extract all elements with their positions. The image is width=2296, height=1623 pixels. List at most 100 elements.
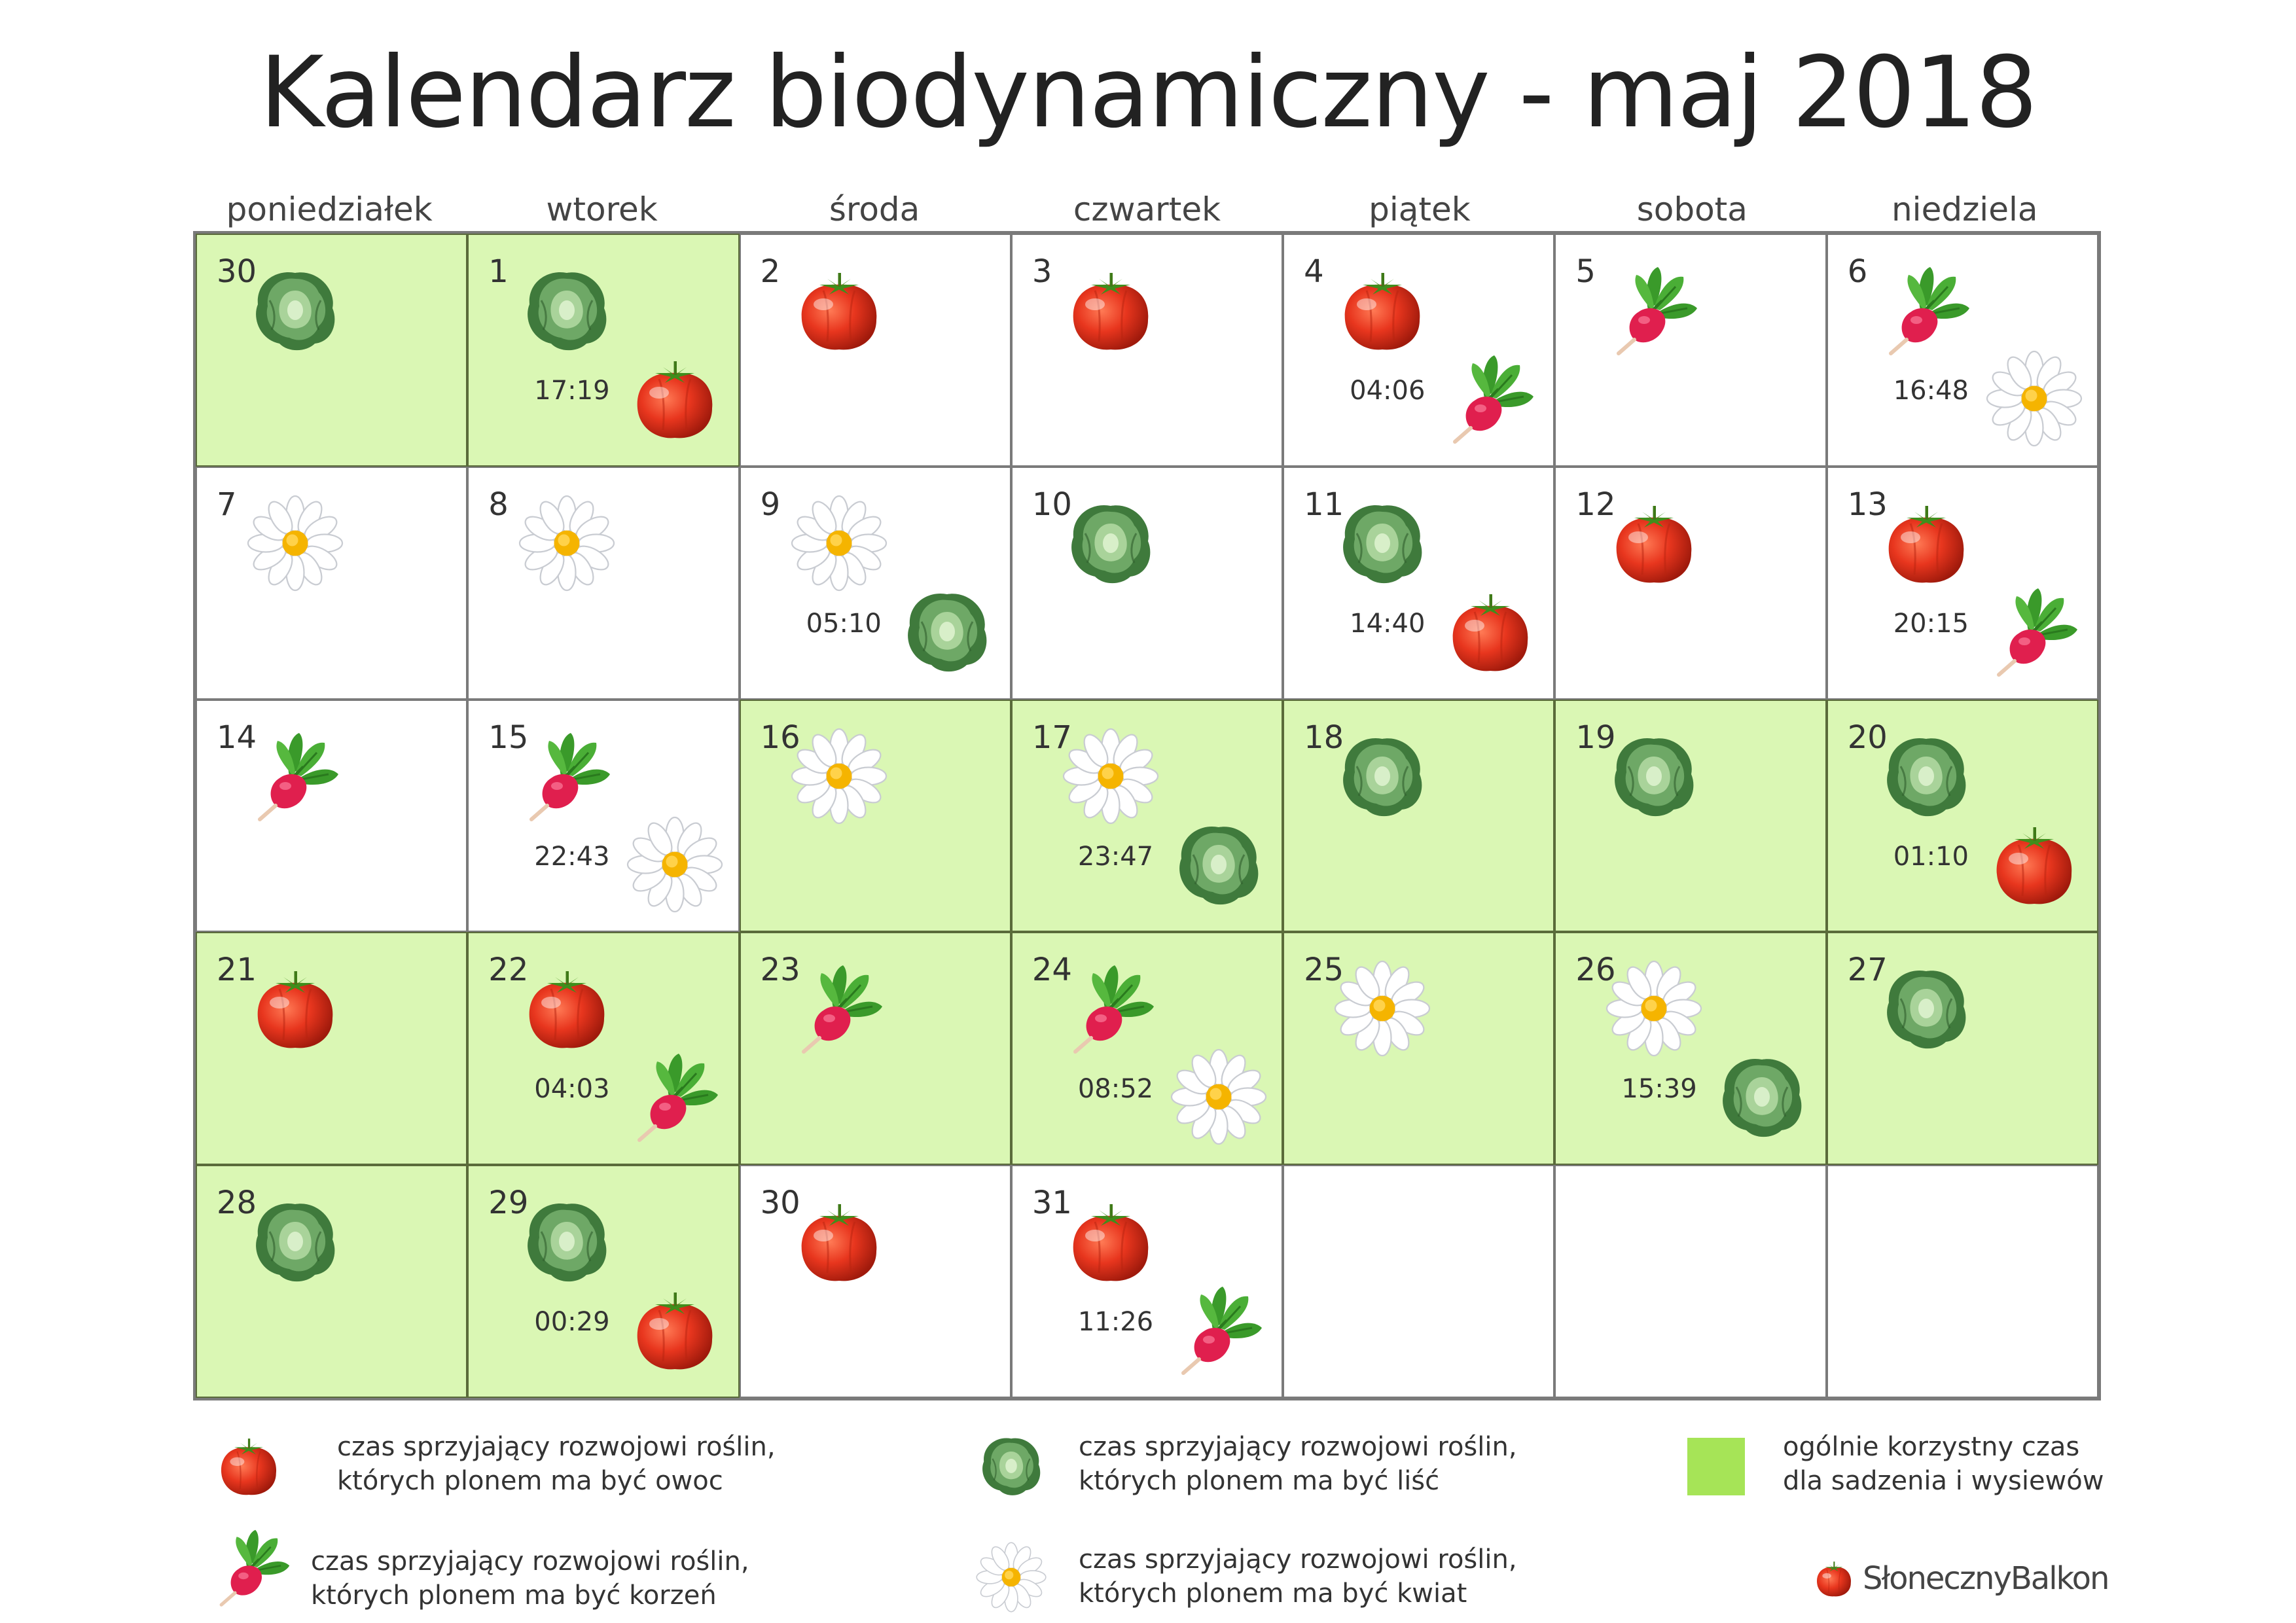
transition-time: 05:10	[806, 608, 882, 639]
day-number: 4	[1304, 253, 1324, 290]
weekday-header: poniedziałek wtorek środa czwartek piąte…	[193, 183, 2101, 236]
day-cell: 15 22:43	[467, 699, 740, 933]
radish-icon	[209, 1525, 295, 1610]
legend-flower-line2: których plonem ma być kwiat	[1079, 1578, 1467, 1609]
day-number: 23	[760, 952, 800, 989]
tomato-icon	[1877, 494, 1975, 592]
transition-time: 22:43	[534, 841, 610, 872]
daisy-icon	[518, 494, 616, 592]
weekday-sunday: niedziela	[1891, 190, 2038, 228]
transition-time: 14:40	[1350, 608, 1426, 639]
tomato-icon	[1333, 261, 1431, 359]
cabbage-icon	[975, 1430, 1047, 1502]
tomato-icon	[790, 1192, 888, 1291]
tomato-icon	[1605, 494, 1703, 592]
cabbage-icon	[1713, 1048, 1811, 1146]
day-cell: 31 11:26	[1011, 1165, 1283, 1398]
day-cell: 20 01:10	[1826, 699, 2098, 933]
day-number: 10	[1031, 486, 1072, 523]
weekday-saturday: sobota	[1636, 190, 1748, 228]
legend-root-line1: czas sprzyjający rozwojowi roślin,	[311, 1546, 749, 1577]
page-title: Kalendarz biodynamiczny - maj 2018	[259, 36, 2038, 150]
legend-fruit-line2: których plonem ma być owoc	[337, 1466, 723, 1496]
tomato-icon	[1062, 1192, 1160, 1291]
tomato-icon	[1441, 582, 1539, 681]
legend-root: czas sprzyjający rozwojowi roślin, który…	[209, 1525, 749, 1613]
transition-time: 20:15	[1893, 608, 1969, 639]
cabbage-icon	[1605, 727, 1703, 825]
legend-root-line2: których plonem ma być korzeń	[311, 1580, 717, 1611]
day-cell: 16	[739, 699, 1011, 933]
legend-general-line1: ogólnie korzystny czas	[1783, 1432, 2080, 1462]
day-cell: 8	[467, 466, 740, 700]
daisy-icon	[1985, 349, 2083, 448]
cabbage-icon	[898, 582, 996, 681]
daisy-icon	[1605, 959, 1703, 1058]
day-number: 14	[217, 719, 257, 756]
calendar-grid: 30 1 17:19 2 3 4 04:06 5 6 16:48 7 8 9 05:10 10 11 14:40…	[193, 231, 2101, 1400]
day-number: 8	[488, 486, 509, 523]
day-number: 5	[1575, 253, 1596, 290]
day-number: 2	[760, 253, 781, 290]
day-cell: 6 16:48	[1826, 234, 2098, 467]
weekday-thursday: czwartek	[1073, 190, 1221, 228]
day-cell: 24 08:52	[1011, 932, 1283, 1166]
radish-icon	[518, 727, 616, 825]
radish-icon	[1062, 959, 1160, 1058]
legend-general-line2: dla sadzenia i wysiewów	[1783, 1466, 2104, 1496]
day-cell: 27	[1826, 932, 2098, 1166]
radish-icon	[1877, 261, 1975, 359]
day-cell: 11 14:40	[1283, 466, 1555, 700]
cabbage-icon	[246, 261, 344, 359]
day-cell: 10	[1011, 466, 1283, 700]
day-number: 31	[1031, 1185, 1072, 1222]
day-cell: 30	[196, 234, 468, 467]
tomato-icon	[1812, 1556, 1856, 1601]
transition-time: 23:47	[1077, 841, 1154, 872]
day-number: 26	[1575, 952, 1616, 989]
day-cell: 4 04:06	[1283, 234, 1555, 467]
day-number: 6	[1847, 253, 1868, 290]
daisy-icon	[246, 494, 344, 592]
day-cell: 21	[196, 932, 468, 1166]
day-number: 29	[488, 1185, 529, 1222]
day-cell: 9 05:10	[739, 466, 1011, 700]
day-number: 1	[488, 253, 509, 290]
day-number: 22	[488, 952, 529, 989]
day-cell	[1826, 1165, 2098, 1398]
day-cell: 1 17:19	[467, 234, 740, 467]
day-cell: 14	[196, 699, 468, 933]
transition-time: 04:03	[534, 1074, 610, 1105]
daisy-icon	[1170, 1048, 1268, 1146]
day-number: 25	[1304, 952, 1344, 989]
legend-leaf-line1: czas sprzyjający rozwojowi roślin,	[1079, 1432, 1517, 1462]
daisy-icon	[1333, 959, 1431, 1058]
day-cell: 23	[739, 932, 1011, 1166]
daisy-icon	[975, 1541, 1047, 1613]
transition-time: 00:29	[534, 1307, 610, 1338]
day-number: 30	[760, 1185, 800, 1222]
tomato-icon	[246, 959, 344, 1058]
day-number: 3	[1031, 253, 1052, 290]
cabbage-icon	[1170, 815, 1268, 914]
daisy-icon	[1062, 727, 1160, 825]
day-cell: 5	[1554, 234, 1827, 467]
transition-time: 04:06	[1350, 376, 1426, 406]
day-cell: 29 00:29	[467, 1165, 740, 1398]
radish-icon	[246, 727, 344, 825]
radish-icon	[626, 1048, 724, 1146]
tomato-icon	[626, 1281, 724, 1379]
tomato-icon	[1985, 815, 2083, 914]
day-number: 28	[217, 1185, 257, 1222]
tomato-icon	[626, 349, 724, 448]
radish-icon	[790, 959, 888, 1058]
day-cell: 13 20:15	[1826, 466, 2098, 700]
cabbage-icon	[1333, 494, 1431, 592]
radish-icon	[1170, 1281, 1268, 1379]
day-number: 24	[1031, 952, 1072, 989]
day-number: 16	[760, 719, 800, 756]
legend-general: ogólnie korzystny czas dla sadzenia i wy…	[1687, 1430, 2104, 1498]
day-number: 17	[1031, 719, 1072, 756]
cabbage-icon	[1062, 494, 1160, 592]
radish-icon	[1605, 261, 1703, 359]
